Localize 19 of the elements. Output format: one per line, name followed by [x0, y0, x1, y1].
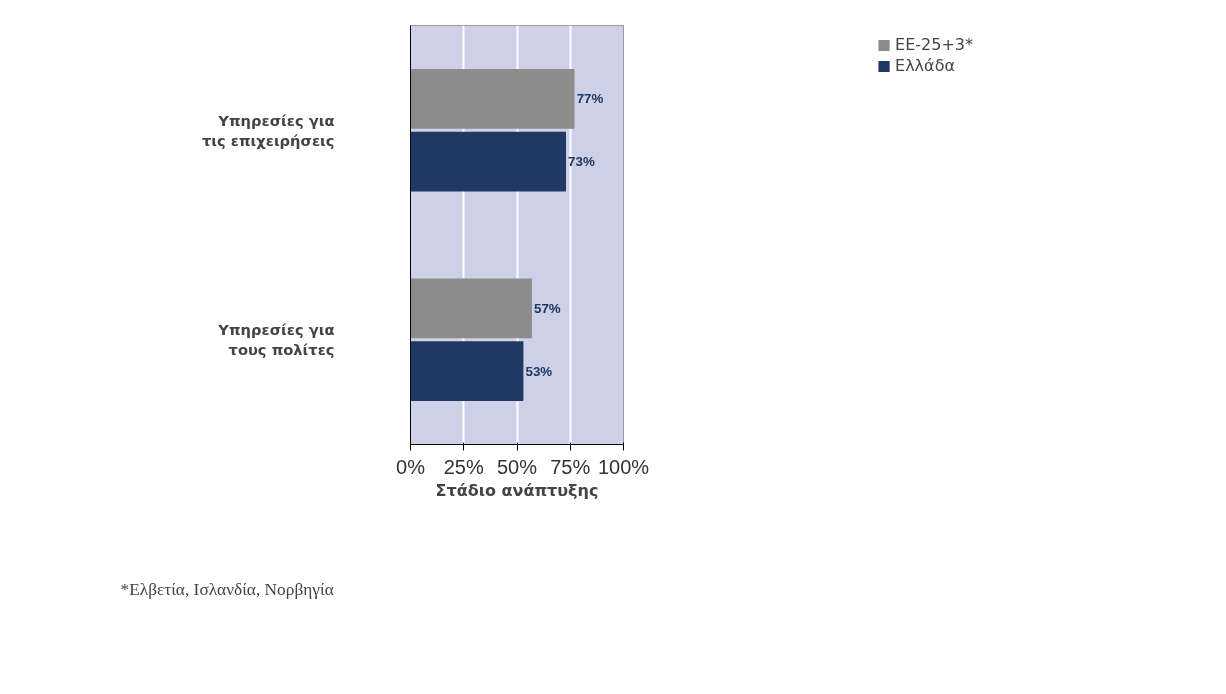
- data-label: 57%: [534, 300, 561, 316]
- bar: [410, 341, 524, 402]
- y-tick-label: Υπηρεσίες για τις επιχειρήσεις: [201, 111, 335, 149]
- text: *Ελβετία, Ισλανδία, Νορβηγία: [120, 579, 334, 599]
- x-tick-label: 0%: [396, 455, 426, 478]
- x-axis-title: Στάδιο ανάπτυξης: [435, 480, 599, 500]
- bar: [410, 131, 566, 192]
- x-tick-label: 75%: [550, 455, 591, 478]
- x-tick-label: 100%: [597, 455, 650, 478]
- data-label: 77%: [576, 91, 604, 107]
- bar: [410, 68, 575, 129]
- x-tick-label: 25%: [443, 455, 484, 478]
- y-tick-label: Υπηρεσίες για τους πολίτες: [217, 321, 335, 359]
- x-tick-label: 50%: [496, 455, 538, 478]
- legend-label: ΕΕ-25+3*: [895, 35, 973, 54]
- bar: [410, 278, 532, 339]
- data-label: 73%: [568, 154, 595, 170]
- data-label: 53%: [525, 363, 553, 379]
- legend-label: Ελλάδα: [895, 56, 955, 75]
